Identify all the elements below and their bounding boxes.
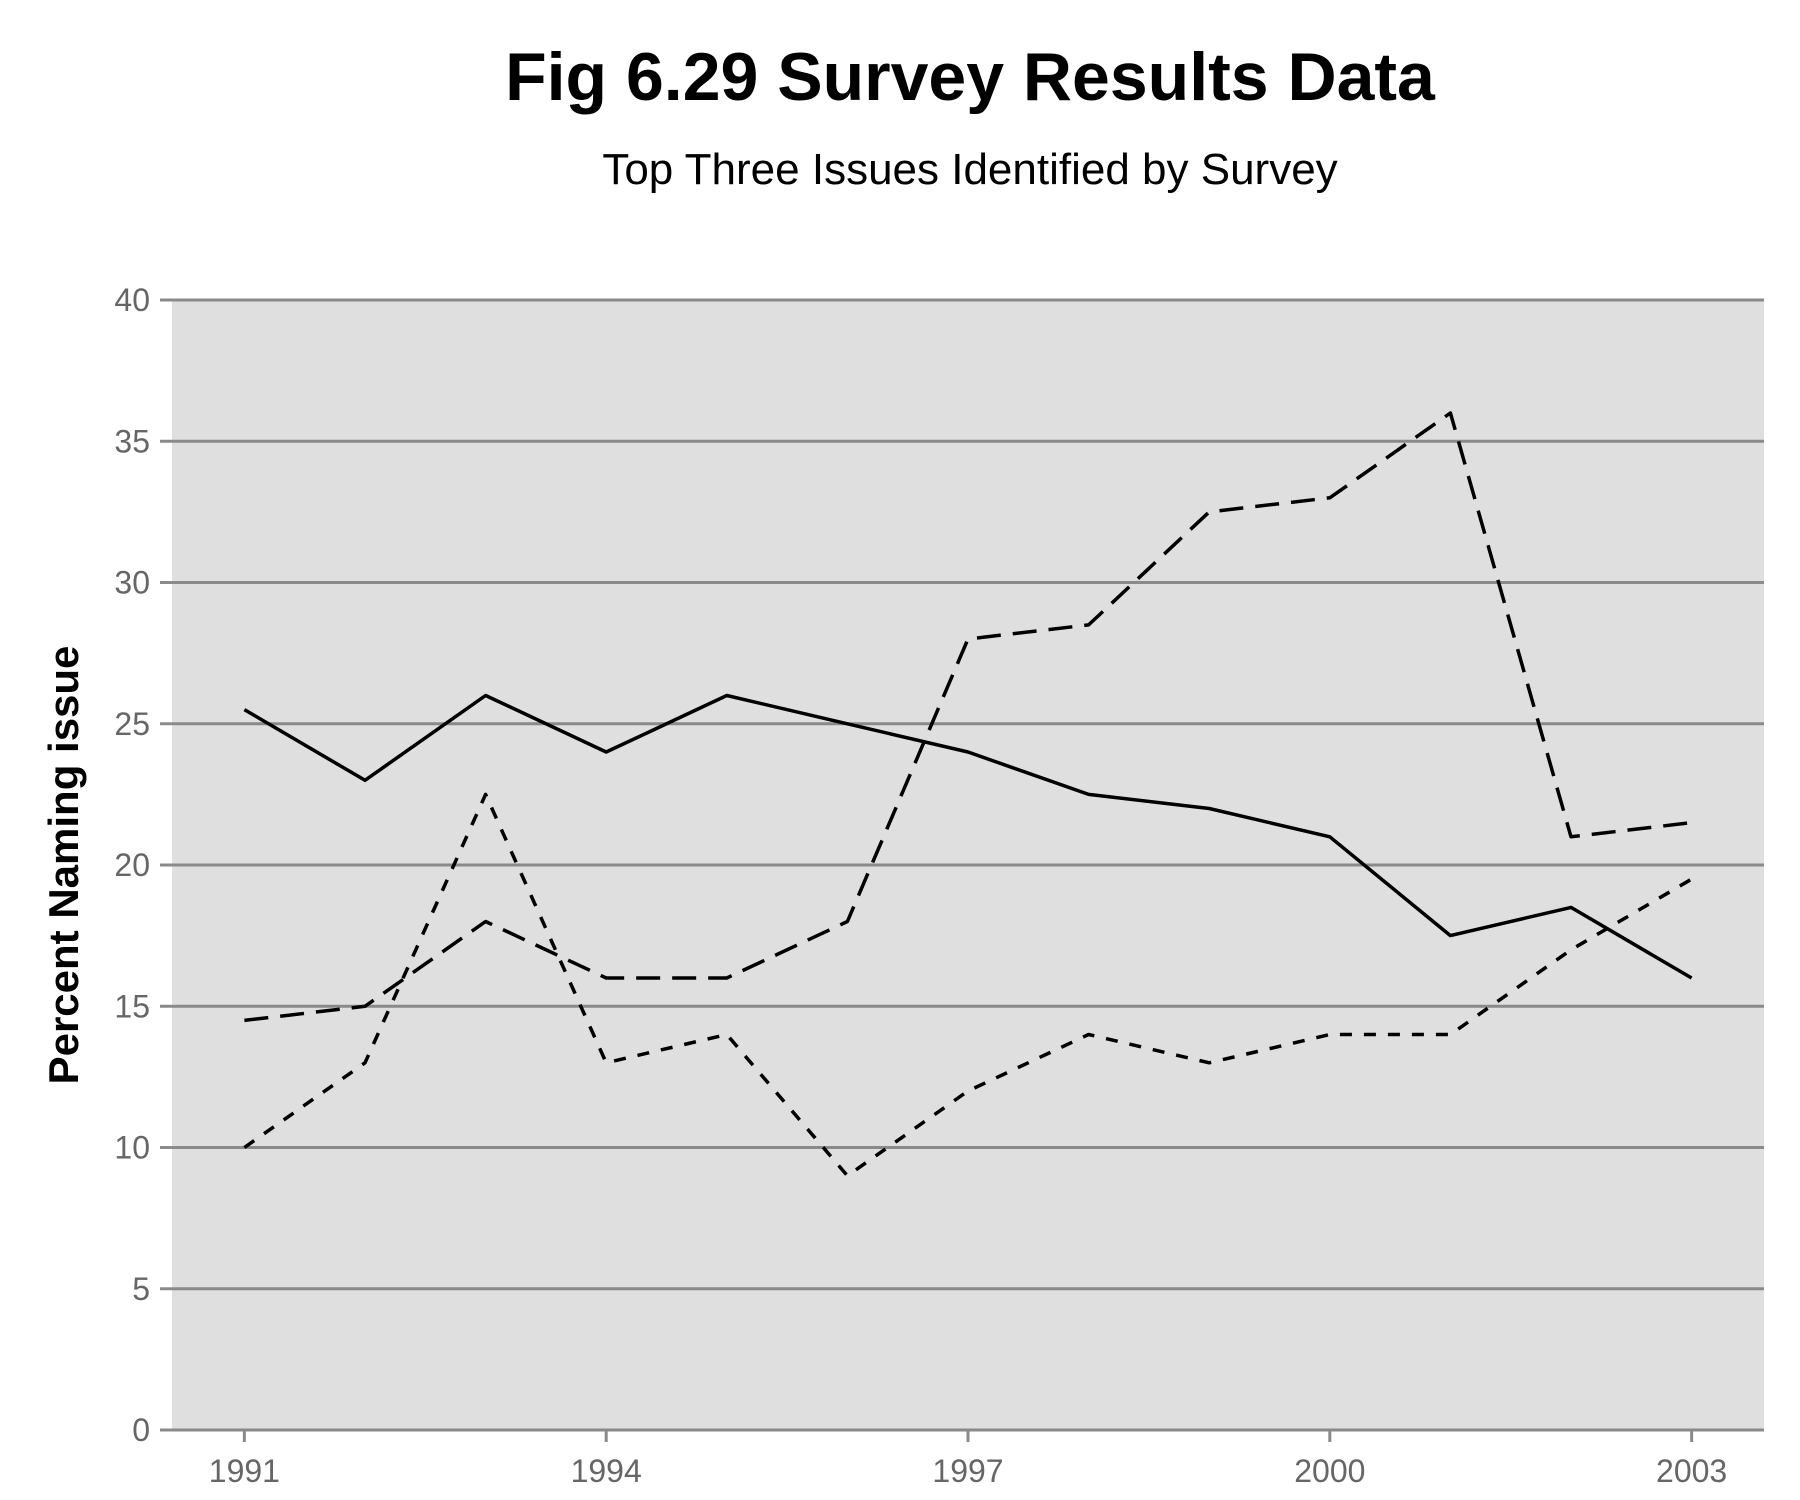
x-tick-label: 1991 — [209, 1453, 280, 1489]
series-line-long-dash — [244, 411, 1692, 1023]
y-tick-label: 15 — [114, 988, 150, 1024]
x-tick-label: 2000 — [1294, 1453, 1365, 1489]
y-tick-label: 35 — [114, 423, 150, 459]
series-lines — [243, 411, 1693, 1178]
y-tick-label: 0 — [132, 1412, 150, 1448]
y-tick-label: 20 — [114, 847, 150, 883]
series-line-short-dash — [243, 792, 1693, 1178]
x-tick-label: 1994 — [571, 1453, 642, 1489]
x-tick-label: 1997 — [932, 1453, 1003, 1489]
x-tick-label: 2003 — [1656, 1453, 1727, 1489]
y-axis-label: Percent Naming issue — [40, 646, 87, 1085]
chart-subtitle: Top Three Issues Identified by Survey — [602, 145, 1337, 194]
y-tick-label: 5 — [132, 1271, 150, 1307]
series-line-solid — [243, 693, 1693, 980]
axes: 0 5 10 15 20 25 30 35 40 1991 1994 1997 2000 2003 — [114, 282, 1764, 1489]
chart-title: Fig 6.29 Survey Results Data — [505, 39, 1436, 115]
y-tick-label: 40 — [114, 282, 150, 318]
y-tick-label: 30 — [114, 565, 150, 601]
y-tick-label: 25 — [114, 706, 150, 742]
y-tick-label: 10 — [114, 1130, 150, 1166]
